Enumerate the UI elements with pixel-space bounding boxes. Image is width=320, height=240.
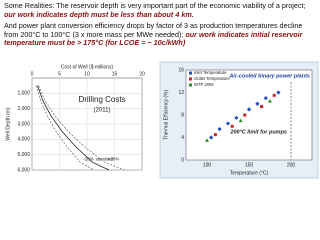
y-tick-label: 16 bbox=[178, 67, 184, 73]
text-run: And power plant conversion efficiency dr… bbox=[4, 21, 303, 39]
y-tick-label: 2,000 bbox=[17, 106, 30, 112]
data-point bbox=[217, 126, 222, 132]
data-point bbox=[238, 118, 243, 123]
annotation: 200°C limit for pumps bbox=[229, 129, 287, 135]
legend-swatch bbox=[189, 77, 192, 81]
data-point bbox=[272, 93, 276, 97]
data-point bbox=[205, 138, 209, 142]
series-label: +20% bbox=[108, 157, 120, 162]
data-point bbox=[225, 121, 231, 126]
data-point bbox=[209, 135, 214, 140]
series-line bbox=[38, 85, 125, 171]
text-run: our work indicates depth must be less th… bbox=[4, 9, 194, 19]
legend-swatch bbox=[189, 71, 192, 75]
legend-label: WTP 2006 bbox=[194, 82, 214, 87]
y-tick-label: 3,000 bbox=[17, 121, 30, 127]
x-tick-label: 20 bbox=[139, 71, 145, 77]
paragraph: Some Realities: The reservoir depth is v… bbox=[4, 1, 316, 19]
series-label: standard bbox=[96, 157, 114, 162]
y-tick-label: 0 bbox=[181, 157, 184, 163]
x-tick-label: 100 bbox=[203, 162, 212, 168]
x-axis-label: Cost of Well ($ millions) bbox=[61, 64, 114, 70]
text-run: Some Realities: The reservoir depth is v… bbox=[4, 1, 306, 10]
data-point bbox=[230, 124, 234, 128]
y-tick-label: 4,000 bbox=[17, 137, 30, 143]
data-point bbox=[268, 98, 272, 103]
x-axis-label: Temperature (°C) bbox=[230, 170, 269, 176]
legend-label: Outlet Temperature bbox=[194, 76, 230, 81]
y-axis-label: Thermal Efficiency (%) bbox=[163, 90, 169, 141]
x-tick-label: 150 bbox=[245, 162, 254, 168]
y-axis-label: Well Depth (m) bbox=[5, 107, 11, 141]
series-line bbox=[36, 85, 94, 171]
charts: 1,000 2,000 3,000 4,000 5,000 6,000 0 5 10 15 20 Co… bbox=[5, 61, 319, 179]
legend-swatch bbox=[189, 83, 192, 87]
data-point bbox=[246, 107, 252, 112]
data-point bbox=[243, 113, 247, 117]
data-point bbox=[234, 115, 239, 120]
y-tick-label: 4 bbox=[181, 135, 184, 141]
y-tick-label: 5,000 bbox=[17, 152, 30, 158]
y-tick-label: 1,000 bbox=[17, 91, 30, 97]
paragraph: And power plant conversion efficiency dr… bbox=[4, 21, 316, 48]
text-run: our work indicates initial reservoir tem… bbox=[4, 29, 303, 48]
y-tick-label: 12 bbox=[178, 90, 184, 96]
x-tick-label: 10 bbox=[84, 71, 90, 77]
chart-title: Air-cooled binary power plants bbox=[228, 73, 310, 79]
x-tick-label: 15 bbox=[112, 71, 118, 77]
x-tick-label: 200 bbox=[287, 162, 296, 168]
y-tick-label: 6,000 bbox=[17, 167, 30, 173]
x-tick-label: 5 bbox=[58, 71, 61, 77]
data-point bbox=[213, 133, 217, 137]
x-tick-label: 0 bbox=[31, 71, 34, 77]
chart-subtitle: (2011) bbox=[94, 108, 111, 114]
series-line bbox=[37, 85, 110, 171]
slide: Some Realities: The reservoir depth is v… bbox=[4, 1, 319, 179]
chart-title: Drilling Costs bbox=[78, 95, 125, 104]
legend-label: Inlet Temperature bbox=[194, 70, 227, 75]
y-tick-label: 8 bbox=[181, 112, 184, 118]
data-point bbox=[260, 105, 264, 109]
